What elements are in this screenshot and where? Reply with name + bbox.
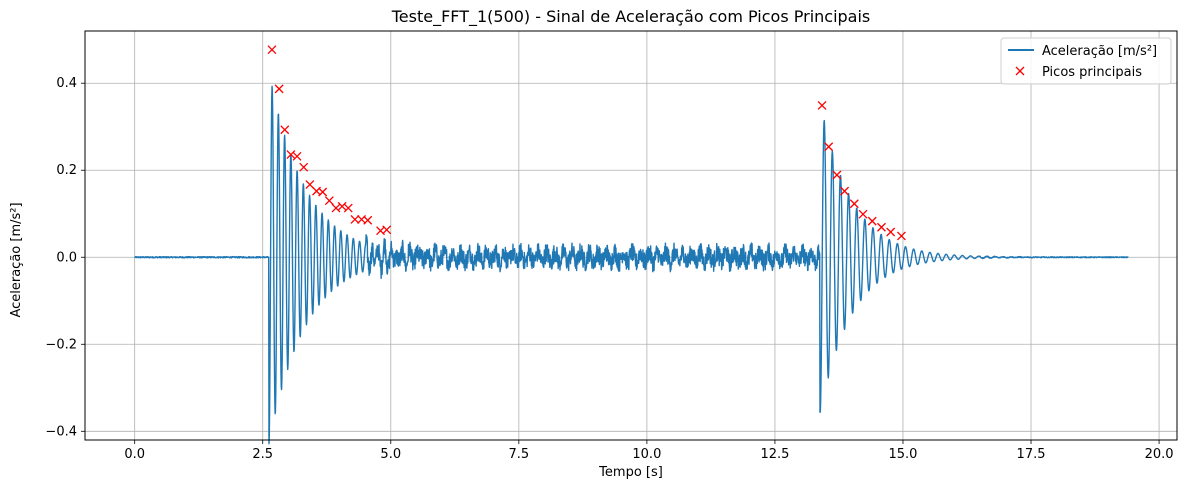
peak-marker	[299, 162, 309, 172]
peak-marker	[849, 199, 859, 209]
peak-marker	[274, 84, 284, 94]
x-tick-label: 17.5	[1017, 447, 1046, 462]
peak-marker	[824, 142, 834, 152]
peak-marker	[324, 196, 334, 206]
x-axis-label: Tempo [s]	[598, 465, 663, 480]
x-tick-label: 2.5	[252, 447, 273, 462]
x-tick-label: 10.0	[632, 447, 661, 462]
chart-title: Teste_FFT_1(500) - Sinal de Aceleração c…	[391, 7, 871, 27]
peak-marker	[343, 203, 353, 213]
legend: Aceleração [m/s²] Picos principais	[1000, 37, 1172, 85]
peak-marker	[286, 150, 296, 160]
grid	[85, 31, 1177, 440]
peak-marker	[817, 100, 827, 110]
peak-marker	[840, 186, 850, 196]
x-tick-label: 7.5	[508, 447, 529, 462]
peak-marker	[292, 151, 302, 161]
peak-marker	[318, 187, 328, 197]
x-axis: 0.0 2.5 5.0 7.5 10.0 12.5 15.0 17.5 20.0	[124, 440, 1174, 462]
x-tick-label: 15.0	[888, 447, 917, 462]
axes-frame	[84, 30, 1178, 441]
legend-entry-peaks: Picos principais	[1042, 65, 1142, 80]
y-tick-label: 0.0	[56, 250, 77, 265]
peak-marker	[267, 45, 277, 55]
peak-marker	[331, 203, 341, 213]
y-axis: −0.4 −0.2 0.0 0.2 0.4	[45, 76, 85, 439]
y-tick-label: −0.4	[45, 424, 77, 439]
peak-marker	[886, 227, 896, 237]
x-tick-label: 20.0	[1145, 447, 1174, 462]
legend-x-swatch	[1015, 66, 1025, 76]
peak-marker	[382, 225, 392, 235]
legend-box	[1000, 37, 1172, 85]
y-axis-label: Aceleração [m/s²]	[9, 202, 24, 317]
acceleration-line	[134, 85, 1129, 445]
peak-marker	[858, 209, 868, 219]
legend-entry-acceleration: Aceleração [m/s²]	[1042, 44, 1157, 59]
y-tick-label: 0.4	[56, 76, 77, 91]
peak-marker	[337, 201, 347, 211]
peak-markers	[267, 45, 906, 241]
x-tick-label: 5.0	[380, 447, 401, 462]
peak-marker	[363, 215, 373, 225]
peak-marker	[877, 222, 886, 232]
peak-marker	[867, 216, 877, 226]
peak-marker	[896, 231, 906, 241]
plot-area	[134, 85, 1129, 445]
peak-marker	[832, 170, 842, 180]
y-tick-label: −0.2	[45, 337, 77, 352]
y-tick-label: 0.2	[56, 163, 77, 178]
x-tick-label: 0.0	[124, 447, 145, 462]
peak-marker	[350, 214, 360, 224]
x-tick-label: 12.5	[760, 447, 789, 462]
peak-marker	[280, 125, 290, 135]
